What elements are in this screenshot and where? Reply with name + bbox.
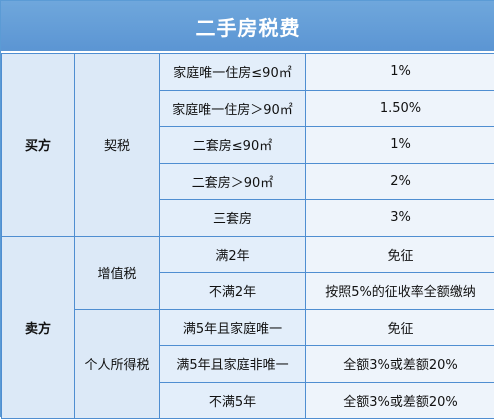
condition-cell: 二套房≤90㎡: [160, 127, 306, 164]
condition-cell: 不满2年: [160, 273, 306, 310]
tax-name-cell-vat: 增值税: [75, 236, 160, 309]
rate-cell: 1.50%: [306, 90, 494, 127]
rate-cell: 免征: [306, 309, 494, 346]
rate-cell: 3%: [306, 200, 494, 237]
condition-cell: 三套房: [160, 200, 306, 237]
rate-cell: 2%: [306, 163, 494, 200]
tax-name-cell-deed-tax: 契税: [75, 54, 160, 237]
tax-name-cell-income-tax: 个人所得税: [75, 309, 160, 419]
condition-cell: 二套房＞90㎡: [160, 163, 306, 200]
table-title: 二手房税费: [1, 1, 494, 53]
rate-cell: 全额3%或差额20%: [306, 346, 494, 383]
rate-cell: 按照5%的征收率全额缴纳: [306, 273, 494, 310]
party-cell-seller: 卖方: [2, 236, 75, 419]
party-cell-buyer: 买方: [2, 54, 75, 237]
rate-cell: 1%: [306, 127, 494, 164]
condition-cell: 不满5年: [160, 382, 306, 419]
table-row: 个人所得税 满5年且家庭唯一 免征: [2, 309, 494, 346]
condition-cell: 满5年且家庭非唯一: [160, 346, 306, 383]
table-row: 卖方 增值税 满2年 免征: [2, 236, 494, 273]
condition-cell: 家庭唯一住房＞90㎡: [160, 90, 306, 127]
condition-cell: 满5年且家庭唯一: [160, 309, 306, 346]
condition-cell: 家庭唯一住房≤90㎡: [160, 54, 306, 91]
tax-fee-table: 买方 契税 家庭唯一住房≤90㎡ 1% 家庭唯一住房＞90㎡ 1.50% 二套房…: [1, 53, 494, 419]
rate-cell: 1%: [306, 54, 494, 91]
table-row: 买方 契税 家庭唯一住房≤90㎡ 1%: [2, 54, 494, 91]
rate-cell: 免征: [306, 236, 494, 273]
condition-cell: 满2年: [160, 236, 306, 273]
rate-cell: 全额3%或差额20%: [306, 382, 494, 419]
